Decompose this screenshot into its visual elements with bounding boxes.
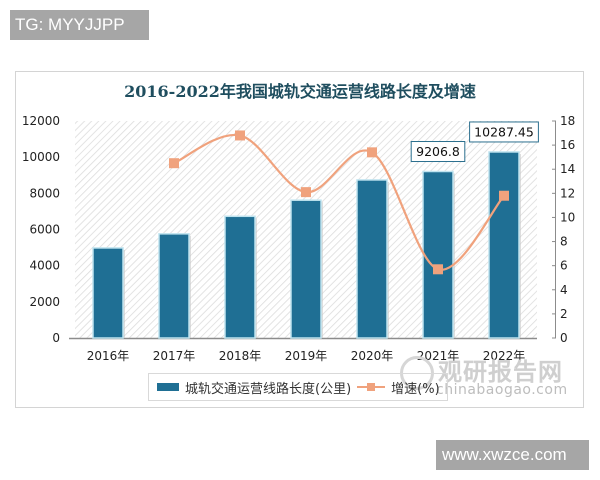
y-left-tick-label: 6000 xyxy=(29,223,60,237)
data-label: 10287.45 xyxy=(474,124,534,139)
growth-marker xyxy=(301,187,311,198)
x-category-label: 2016年 xyxy=(87,349,130,363)
y-right-tick-label: 8 xyxy=(560,235,568,249)
y-right-tick-label: 18 xyxy=(560,114,575,128)
growth-marker xyxy=(433,264,443,275)
data-label-box xyxy=(410,141,466,163)
y-right-tick-label: 4 xyxy=(560,283,568,297)
growth-marker xyxy=(235,130,245,141)
data-label: 9206.8 xyxy=(416,144,460,159)
y-left-tick-label: 4000 xyxy=(29,259,60,273)
legend-bar-swatch-icon xyxy=(157,383,179,391)
growth-marker xyxy=(169,158,179,169)
data-label-box xyxy=(469,121,539,143)
y-left-tick-label: 0 xyxy=(52,331,60,345)
bar xyxy=(422,170,454,339)
y-right-tick-label: 16 xyxy=(560,138,575,152)
watermark-tag-top: TG: MYYJJPP xyxy=(10,10,149,40)
y-right-tick-label: 0 xyxy=(560,331,568,345)
brand-name-cn: 观研报告网 xyxy=(438,358,563,386)
chart-title: 2016-2022年我国城轨交通运营线路长度及增速 xyxy=(124,82,476,101)
bar xyxy=(158,233,190,339)
bar xyxy=(356,179,388,339)
legend-label-length: 城轨交通运营线路长度(公里) xyxy=(185,381,352,397)
x-category-label: 2018年 xyxy=(219,349,262,363)
y-right-tick-label: 14 xyxy=(560,162,575,176)
chart-legend: 城轨交通运营线路长度(公里) 增速(%) xyxy=(148,373,448,401)
y-left-tick-label: 12000 xyxy=(22,114,60,128)
x-category-label: 2022年 xyxy=(483,349,526,363)
y-right-tick-label: 12 xyxy=(560,186,575,200)
y-right-tick-label: 2 xyxy=(560,307,568,321)
growth-marker xyxy=(367,147,377,158)
x-category-label: 2019年 xyxy=(285,349,328,363)
y-left-tick-label: 10000 xyxy=(22,150,60,164)
bar xyxy=(488,151,520,339)
y-right-tick-label: 10 xyxy=(560,210,575,224)
x-category-label: 2020年 xyxy=(351,349,394,363)
y-left-tick-label: 8000 xyxy=(29,186,60,200)
bar xyxy=(92,247,124,339)
brand-name-en: chinabaogao.com xyxy=(436,382,568,398)
legend-label-growth: 增速(%) xyxy=(391,381,440,397)
y-right-tick-label: 6 xyxy=(560,259,568,273)
bar xyxy=(290,199,322,339)
watermark-tag-bottom: www.xwzce.com xyxy=(436,440,589,470)
y-left-tick-label: 2000 xyxy=(29,295,60,309)
legend-line-marker-icon xyxy=(357,382,386,392)
growth-marker xyxy=(499,190,509,201)
x-category-label: 2017年 xyxy=(153,349,196,363)
bar xyxy=(224,215,256,339)
